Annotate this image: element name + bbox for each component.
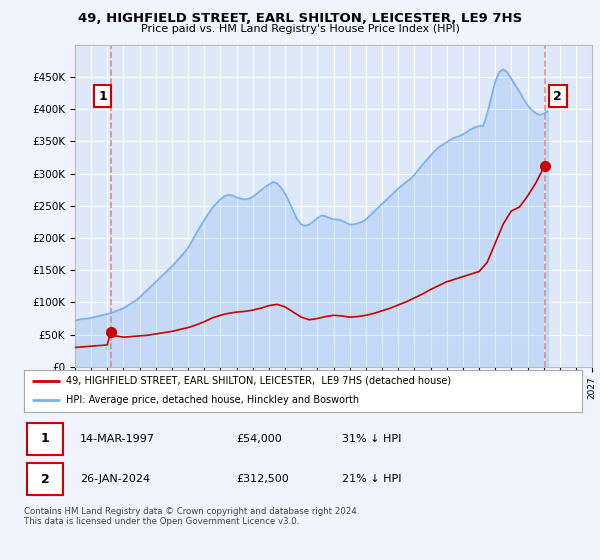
Text: Contains HM Land Registry data © Crown copyright and database right 2024.
This d: Contains HM Land Registry data © Crown c…	[24, 507, 359, 526]
Text: 14-MAR-1997: 14-MAR-1997	[80, 433, 155, 444]
Text: 1: 1	[98, 90, 107, 103]
Text: 2: 2	[553, 90, 562, 103]
Text: £312,500: £312,500	[236, 474, 289, 484]
Text: 49, HIGHFIELD STREET, EARL SHILTON, LEICESTER, LE9 7HS: 49, HIGHFIELD STREET, EARL SHILTON, LEIC…	[78, 12, 522, 25]
Text: £54,000: £54,000	[236, 433, 282, 444]
Text: 21% ↓ HPI: 21% ↓ HPI	[342, 474, 401, 484]
Text: 49, HIGHFIELD STREET, EARL SHILTON, LEICESTER,  LE9 7HS (detached house): 49, HIGHFIELD STREET, EARL SHILTON, LEIC…	[66, 376, 451, 386]
Text: HPI: Average price, detached house, Hinckley and Bosworth: HPI: Average price, detached house, Hinc…	[66, 395, 359, 405]
FancyBboxPatch shape	[27, 423, 63, 455]
Text: 2: 2	[41, 473, 49, 486]
Text: 26-JAN-2024: 26-JAN-2024	[80, 474, 150, 484]
FancyBboxPatch shape	[27, 464, 63, 495]
Text: Price paid vs. HM Land Registry's House Price Index (HPI): Price paid vs. HM Land Registry's House …	[140, 24, 460, 34]
Text: 31% ↓ HPI: 31% ↓ HPI	[342, 433, 401, 444]
Text: 1: 1	[41, 432, 49, 445]
